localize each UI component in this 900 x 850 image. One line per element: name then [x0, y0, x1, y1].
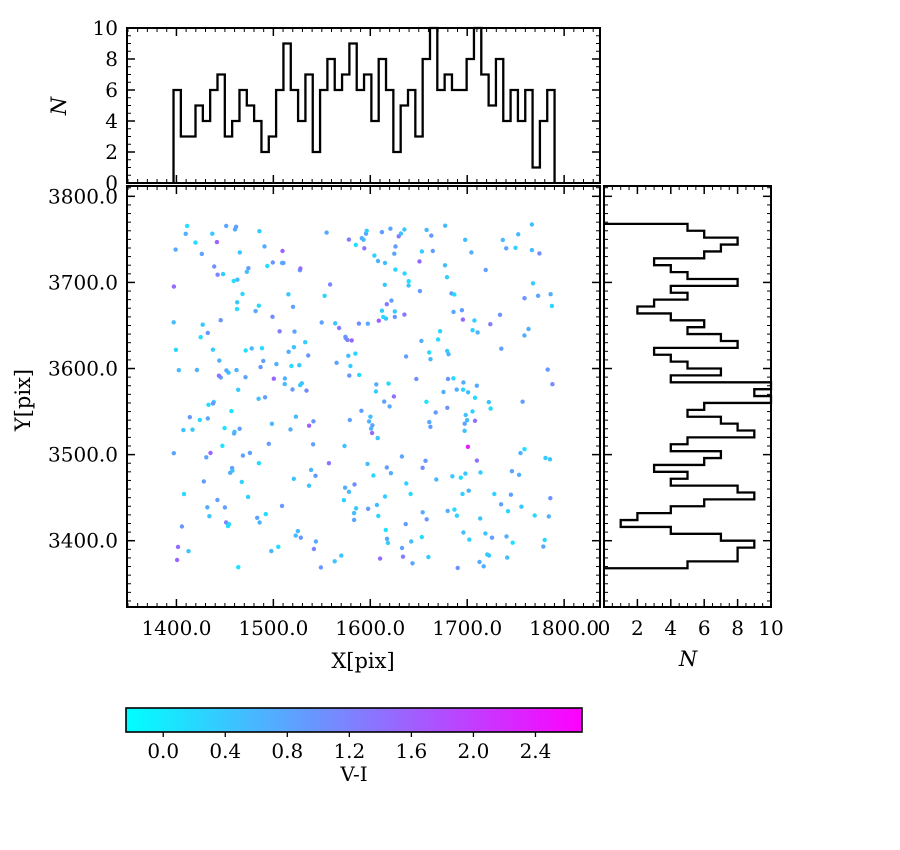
- y-tick-label: 3800.0: [48, 184, 118, 208]
- y-tick-label: 2: [105, 140, 118, 164]
- right-histogram-step-line: [604, 222, 773, 570]
- top-histogram-step-line: [172, 26, 556, 183]
- y-ticks: [604, 187, 771, 602]
- scatter-points: [171, 222, 555, 571]
- colorbar-label: V-I: [339, 762, 367, 786]
- y-tick-labels: 3400.0 3500.0 3600.0 3700.0 3800.0: [48, 184, 118, 552]
- colorbar-tick-label: 0.4: [209, 739, 241, 763]
- x-ticks: [127, 28, 594, 183]
- x-tick-labels: 1400.0 1500.0 1600.0 1700.0 1800.0: [141, 616, 599, 640]
- scatter-y-axis-label: Y[pix]: [11, 369, 35, 432]
- colorbar-tick-label: 2.0: [458, 739, 490, 763]
- y-tick-label: 3700.0: [48, 270, 118, 294]
- scatter-panel: 1400.0 1500.0 1600.0 1700.0 1800.0 3400.0 3500…: [48, 184, 601, 640]
- x-tick-label: 1500.0: [238, 616, 308, 640]
- y-tick-label: 3400.0: [48, 529, 118, 553]
- scatter-x-axis-label: X[pix]: [331, 649, 394, 673]
- panel-frame: [126, 185, 601, 608]
- x-tick-label: 2: [631, 616, 644, 640]
- x-tick-label: 1600.0: [335, 616, 405, 640]
- colorbar-panel: 0.0 0.4 0.8 1.2 1.6 2.0 2.4: [125, 707, 583, 763]
- colorbar-tick-label: 1.6: [395, 739, 427, 763]
- colorbar-gradient: [125, 707, 583, 733]
- y-ticks: [127, 27, 600, 184]
- y-tick-label: 8: [105, 47, 118, 71]
- x-tick-labels: 0 2 4 6 8 10: [598, 616, 784, 640]
- x-ticks: [603, 186, 772, 607]
- x-tick-label: 0: [598, 616, 611, 640]
- x-ticks: [127, 186, 594, 607]
- colorbar-tick-label: 0.0: [147, 739, 179, 763]
- right-histogram-panel: 0 2 4 6 8 10: [598, 185, 784, 640]
- colorbar-ticks: 0.0 0.4 0.8 1.2 1.6 2.0 2.4: [147, 732, 551, 763]
- y-tick-label: 3500.0: [48, 443, 118, 467]
- x-tick-label: 6: [698, 616, 711, 640]
- colorbar-tick-label: 1.2: [333, 739, 365, 763]
- top-hist-y-axis-label: N: [47, 96, 71, 116]
- top-histogram-panel: 0 2 4 6 8 10: [93, 16, 601, 195]
- x-tick-label: 8: [731, 616, 744, 640]
- y-tick-label: 10: [93, 16, 118, 40]
- x-tick-label: 1400.0: [141, 616, 211, 640]
- y-ticks: [127, 187, 600, 602]
- x-tick-label: 10: [758, 616, 783, 640]
- y-tick-label: 4: [105, 109, 118, 133]
- y-tick-label: 6: [105, 78, 118, 102]
- right-hist-x-axis-label: N: [678, 647, 698, 671]
- x-tick-label: 1800.0: [529, 616, 599, 640]
- y-tick-label: 0: [105, 171, 118, 195]
- colorbar-tick-label: 0.8: [271, 739, 303, 763]
- y-tick-label: 3600.0: [48, 357, 118, 381]
- x-tick-label: 1700.0: [432, 616, 502, 640]
- x-tick-label: 4: [664, 616, 677, 640]
- y-tick-labels: 0 2 4 6 8 10: [93, 16, 118, 195]
- colorbar-tick-label: 2.4: [520, 739, 552, 763]
